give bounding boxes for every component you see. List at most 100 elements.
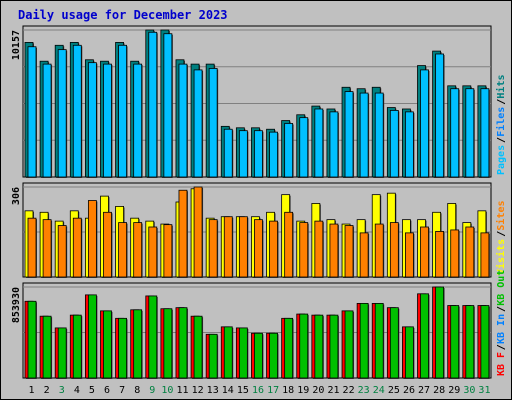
bar-files-day-15 bbox=[238, 130, 248, 178]
bar-files-day-13 bbox=[208, 68, 218, 178]
legend-separator-1: / bbox=[496, 231, 507, 237]
bar-sites-day-29 bbox=[450, 229, 460, 278]
bar-kbout-day-27 bbox=[420, 293, 429, 379]
bar-sites-day-20 bbox=[314, 220, 324, 278]
x-tick-label-day-4: 4 bbox=[74, 385, 80, 396]
bar-sites-day-6 bbox=[103, 211, 112, 278]
bar-files-day-29 bbox=[450, 88, 460, 178]
x-tick-label-day-29: 29 bbox=[448, 385, 460, 396]
legend-kb-in: KB In bbox=[496, 314, 507, 344]
legend-hits: Hits bbox=[495, 75, 507, 99]
x-tick-label-day-6: 6 bbox=[104, 385, 110, 396]
bar-sites-day-21 bbox=[329, 223, 339, 278]
x-tick-label-day-8: 8 bbox=[134, 385, 140, 396]
bar-files-day-28 bbox=[435, 53, 445, 178]
bar-sites-day-28 bbox=[435, 231, 445, 278]
bar-kbout-day-4 bbox=[72, 314, 82, 379]
bar-sites-day-27 bbox=[420, 226, 429, 278]
legend-separator-1: / bbox=[496, 137, 507, 143]
bar-sites-day-4 bbox=[72, 217, 82, 278]
legend-separator-2: / bbox=[496, 306, 507, 312]
bar-kbout-day-2 bbox=[42, 315, 52, 379]
bar-sites-day-18 bbox=[284, 211, 294, 278]
x-tick-label-day-20: 20 bbox=[312, 385, 324, 396]
bar-files-day-26 bbox=[405, 111, 414, 178]
y-tick-label-2: 306 bbox=[11, 187, 22, 205]
bar-files-day-2 bbox=[42, 63, 52, 178]
bar-files-day-27 bbox=[420, 69, 429, 178]
bar-kbout-day-31 bbox=[480, 305, 490, 379]
bar-kbout-day-28 bbox=[435, 286, 445, 379]
bar-sites-day-15 bbox=[238, 216, 248, 278]
bar-kbout-day-13 bbox=[208, 333, 218, 379]
legend-separator-2: / bbox=[496, 99, 507, 105]
bar-kbout-day-1 bbox=[27, 300, 37, 379]
bar-files-day-4 bbox=[72, 44, 82, 178]
bar-sites-day-14 bbox=[223, 216, 233, 278]
bar-kbout-day-25 bbox=[389, 307, 399, 379]
x-tick-label-day-14: 14 bbox=[222, 385, 234, 396]
bar-kbout-day-10 bbox=[163, 308, 173, 379]
bar-sites-day-11 bbox=[178, 189, 188, 278]
bar-kbout-day-14 bbox=[223, 326, 233, 379]
bar-sites-day-26 bbox=[405, 232, 414, 278]
x-tick-label-day-1: 1 bbox=[29, 385, 35, 396]
bar-kbout-day-23 bbox=[359, 303, 369, 379]
bar-kbout-day-19 bbox=[299, 313, 309, 379]
x-tick-label-day-11: 11 bbox=[176, 385, 188, 396]
bar-sites-day-22 bbox=[344, 225, 354, 278]
bar-kbout-day-12 bbox=[193, 315, 203, 379]
bar-files-day-6 bbox=[103, 63, 112, 178]
x-tick-label-day-18: 18 bbox=[282, 385, 294, 396]
bar-sites-day-2 bbox=[42, 219, 52, 278]
bar-kbout-day-17 bbox=[269, 332, 278, 379]
bar-kbout-day-6 bbox=[103, 310, 112, 379]
bar-files-day-22 bbox=[344, 91, 354, 178]
x-tick-label-day-17: 17 bbox=[267, 385, 279, 396]
x-tick-label-day-7: 7 bbox=[119, 385, 125, 396]
bar-sites-day-10 bbox=[163, 224, 173, 278]
x-tick-label-day-21: 21 bbox=[327, 385, 339, 396]
legend-kb-f: KB F bbox=[496, 352, 507, 376]
bar-files-day-19 bbox=[299, 117, 309, 178]
bar-sites-day-13 bbox=[208, 219, 218, 278]
x-tick-label-day-28: 28 bbox=[433, 385, 445, 396]
bar-files-day-10 bbox=[163, 33, 173, 178]
bar-kbout-day-8 bbox=[133, 309, 143, 379]
y-tick-label-1: 10157 bbox=[11, 30, 22, 60]
bar-files-day-30 bbox=[465, 88, 475, 178]
bar-files-day-25 bbox=[389, 110, 399, 178]
bar-files-day-8 bbox=[133, 63, 143, 178]
bar-sites-day-23 bbox=[359, 232, 369, 278]
bar-files-day-20 bbox=[314, 108, 324, 178]
chart-title: Daily usage for December 2023 bbox=[18, 8, 228, 22]
bar-sites-day-3 bbox=[57, 225, 67, 278]
bar-kbout-day-15 bbox=[238, 327, 248, 379]
bar-kbout-day-21 bbox=[329, 314, 339, 379]
x-tick-label-day-12: 12 bbox=[192, 385, 204, 396]
bar-sites-day-19 bbox=[299, 222, 309, 278]
bar-kbout-day-9 bbox=[148, 295, 158, 379]
x-tick-label-day-16: 16 bbox=[252, 385, 264, 396]
legend-files: Files bbox=[495, 107, 507, 137]
x-tick-label-day-24: 24 bbox=[373, 385, 385, 396]
legend-visits: Visits bbox=[495, 239, 507, 275]
legend-pages: Pages bbox=[496, 145, 507, 175]
x-tick-label-day-30: 30 bbox=[463, 385, 475, 396]
legend-kb-out: KB Out bbox=[496, 270, 507, 306]
bar-sites-day-24 bbox=[374, 223, 384, 278]
x-tick-label-day-15: 15 bbox=[237, 385, 249, 396]
bar-files-day-1 bbox=[27, 46, 37, 178]
bar-sites-day-31 bbox=[480, 232, 490, 278]
bar-kbout-day-22 bbox=[344, 310, 354, 379]
bar-kbout-day-16 bbox=[254, 332, 263, 379]
x-tick-label-day-19: 19 bbox=[297, 385, 309, 396]
x-tick-label-day-23: 23 bbox=[358, 385, 370, 396]
legend-sites: Sites bbox=[495, 200, 507, 230]
bar-kbout-day-30 bbox=[465, 305, 475, 379]
x-tick-label-day-22: 22 bbox=[343, 385, 355, 396]
bar-files-day-31 bbox=[480, 88, 490, 178]
bar-kbout-day-5 bbox=[87, 294, 97, 379]
bar-kbout-day-20 bbox=[314, 314, 324, 379]
